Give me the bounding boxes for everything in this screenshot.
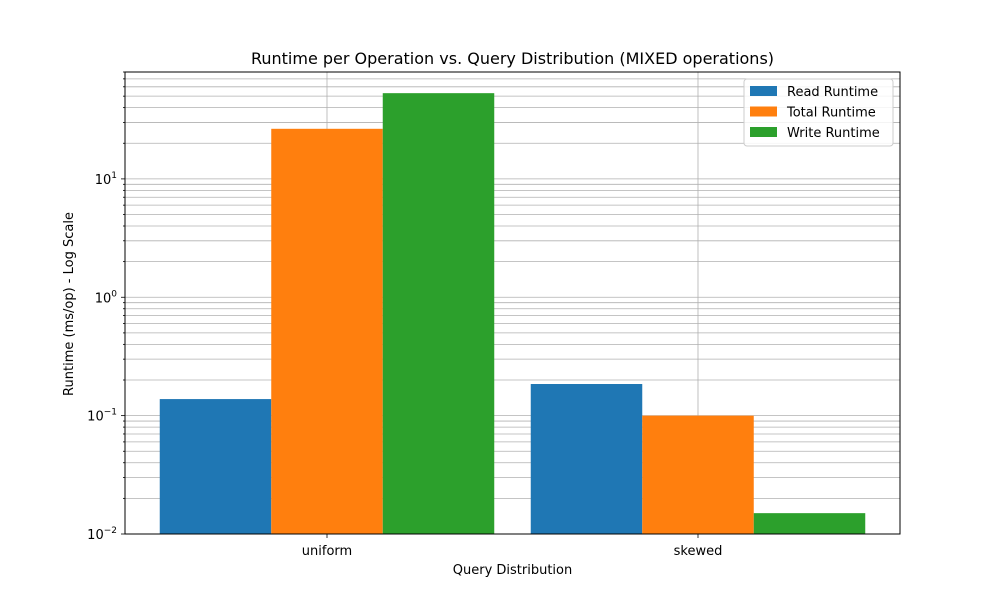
y-tick-label-exponent: 1 (111, 171, 117, 181)
bar-write-runtime-uniform (382, 93, 495, 534)
legend-label-read-runtime: Read Runtime (787, 85, 878, 100)
bar-write-runtime-skewed (753, 513, 866, 534)
x-axis-label: Query Distribution (453, 563, 572, 578)
x-tick-label-uniform: uniform (302, 544, 352, 559)
y-tick-label-exponent: −1 (104, 408, 117, 418)
legend-box (743, 78, 894, 147)
legend-label-total-runtime: Total Runtime (786, 106, 876, 121)
y-tick-label: 10−2 (87, 526, 117, 543)
y-tick-label-base: 10 (87, 528, 104, 543)
legend: Read Runtime Total Runtime Write Runtime (743, 78, 894, 147)
y-axis-label: Runtime (ms/op) - Log Scale (62, 212, 77, 396)
legend-swatch-write-runtime (750, 127, 777, 137)
legend-swatch-read-runtime (750, 86, 777, 96)
bar-read-runtime-uniform (159, 399, 272, 534)
bar-total-runtime-uniform (271, 128, 383, 534)
y-tick-label: 100 (95, 289, 118, 306)
chart-title: Runtime per Operation vs. Query Distribu… (251, 49, 774, 68)
x-tick-label-skewed: skewed (674, 544, 723, 559)
y-tick-label-base: 10 (95, 291, 112, 306)
bars-layer (159, 93, 866, 534)
legend-label-write-runtime: Write Runtime (787, 126, 880, 141)
bar-total-runtime-skewed (642, 415, 754, 534)
bar-read-runtime-skewed (530, 384, 643, 534)
y-tick-label-exponent: 0 (111, 289, 117, 299)
y-tick-label: 10−1 (87, 408, 117, 425)
y-tick-label: 101 (95, 171, 117, 188)
y-tick-label-base: 10 (95, 173, 112, 188)
y-tick-label-exponent: −2 (104, 526, 117, 536)
y-tick-label-base: 10 (87, 410, 104, 425)
legend-swatch-total-runtime (750, 106, 777, 117)
